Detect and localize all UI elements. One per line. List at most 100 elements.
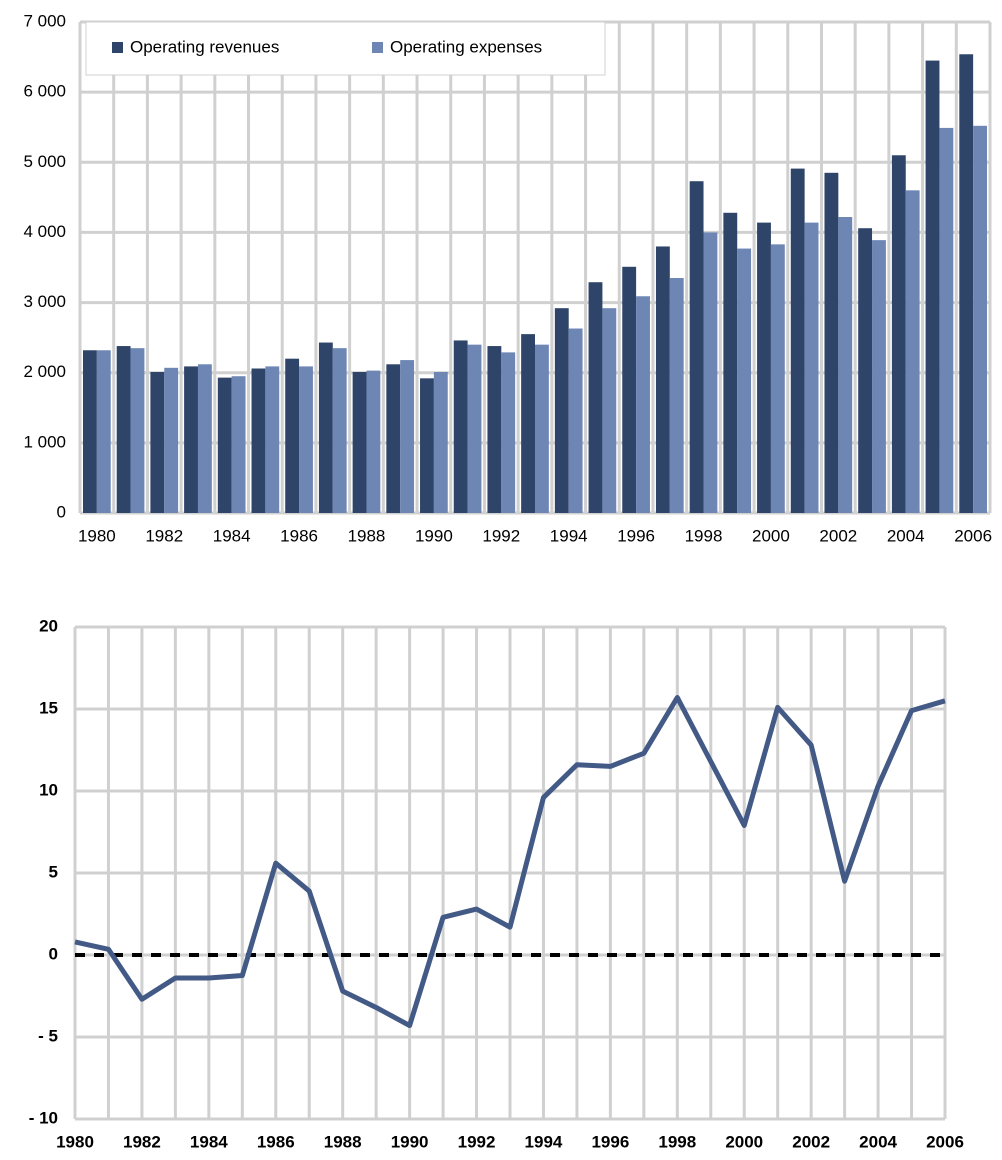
legend-label: Operating revenues (130, 37, 279, 56)
bar (318, 342, 333, 513)
x-tick-label: 1996 (617, 526, 655, 545)
bar (420, 378, 434, 513)
x-tick-label: 1998 (685, 526, 723, 545)
y-tick-label: - 5 (38, 1026, 58, 1045)
x-tick-label: 1986 (280, 526, 318, 545)
x-tick-label: 1980 (56, 1132, 94, 1151)
y-tick-label: 7 000 (23, 11, 66, 30)
bar (554, 308, 569, 513)
x-tick-label: 1982 (145, 526, 183, 545)
x-tick-label: 1984 (190, 1132, 228, 1151)
x-tick-label: 1998 (658, 1132, 696, 1151)
x-tick-label: 2000 (725, 1132, 763, 1151)
bar (501, 352, 516, 513)
bar (858, 228, 873, 513)
x-tick-label: 1980 (78, 526, 116, 545)
x-tick-label: 2004 (859, 1132, 897, 1151)
x-tick-label: 2004 (887, 526, 925, 545)
bar (197, 364, 212, 513)
bar (838, 216, 853, 514)
bar (116, 346, 131, 513)
x-tick-label: 2002 (792, 1132, 830, 1151)
bar (83, 350, 97, 513)
y-tick-label: 3 000 (23, 292, 66, 311)
y-tick-label: 2 000 (23, 362, 66, 381)
y-tick-label: 5 000 (23, 152, 66, 171)
y-tick-label: 10 (39, 780, 58, 799)
bar (689, 181, 704, 513)
bar (251, 368, 266, 513)
bar (299, 366, 313, 513)
y-tick-label: 20 (39, 616, 58, 635)
bar (521, 334, 535, 513)
bar (973, 125, 987, 513)
y-tick-label: 15 (39, 698, 58, 717)
bar (905, 190, 920, 514)
bar (925, 60, 940, 513)
bar (184, 366, 198, 513)
bar (332, 348, 347, 513)
y-tick-label: 0 (57, 502, 66, 521)
bar (265, 366, 280, 513)
y-tick-label: - 10 (29, 1108, 58, 1127)
x-tick-label: 1992 (482, 526, 520, 545)
x-tick-label: 1984 (213, 526, 251, 545)
bar (655, 246, 670, 513)
bar (872, 240, 886, 513)
legend-swatch (372, 42, 383, 53)
x-tick-label: 2000 (752, 526, 790, 545)
x-tick-label: 1982 (123, 1132, 161, 1151)
bar (602, 308, 617, 513)
bar (231, 376, 246, 513)
x-tick-label: 1992 (458, 1132, 496, 1151)
x-tick-label: 1990 (415, 526, 453, 545)
line-series (74, 695, 946, 1029)
bar (636, 296, 650, 513)
bar (588, 282, 603, 513)
bar (352, 372, 367, 513)
bar (757, 222, 771, 513)
bar (150, 372, 165, 513)
bar (622, 266, 637, 513)
x-tick-label: 2006 (926, 1132, 964, 1151)
bar (96, 350, 111, 513)
y-tick-label: 0 (49, 944, 58, 963)
bar (453, 340, 468, 513)
bar (770, 244, 785, 514)
legend-box (85, 21, 606, 76)
x-tick-label: 1986 (257, 1132, 295, 1151)
bar (804, 222, 819, 513)
bar (433, 372, 448, 513)
x-tick-label: 1994 (550, 526, 588, 545)
bar (891, 155, 906, 513)
bar (669, 278, 684, 513)
bar (285, 358, 300, 513)
bar (703, 232, 718, 513)
bar (400, 360, 415, 513)
bar (366, 370, 381, 513)
bar (737, 248, 752, 513)
x-tick-label: 1988 (324, 1132, 362, 1151)
y-tick-label: 1 000 (23, 432, 66, 451)
x-tick-label: 2006 (954, 526, 992, 545)
x-tick-label: 1996 (591, 1132, 629, 1151)
x-tick-label: 1988 (348, 526, 386, 545)
bar (164, 367, 179, 513)
x-tick-label: 1994 (525, 1132, 563, 1151)
bar (824, 172, 839, 514)
y-tick-label: 5 (49, 862, 58, 881)
legend-swatch (112, 42, 123, 53)
legend-label: Operating expenses (390, 37, 542, 56)
bar (130, 348, 145, 513)
bar (959, 54, 974, 513)
x-tick-label: 1990 (391, 1132, 429, 1151)
bar (790, 168, 805, 513)
bar (535, 344, 549, 513)
bar (217, 377, 232, 513)
y-tick-label: 6 000 (23, 82, 66, 101)
y-tick-label: 4 000 (23, 222, 66, 241)
bar (723, 212, 738, 513)
bar (467, 344, 482, 513)
bar (939, 127, 954, 513)
